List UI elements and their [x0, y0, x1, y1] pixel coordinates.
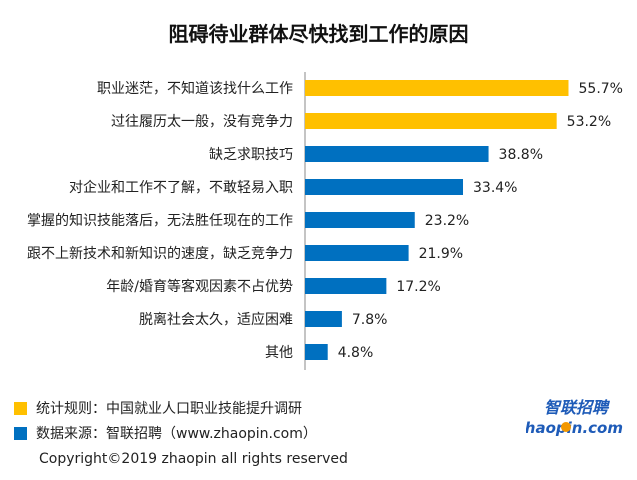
category-label-1: 过往履历太一般，没有竞争力 — [111, 113, 293, 130]
category-label-0: 职业迷茫，不知道该找什么工作 — [97, 80, 293, 97]
value-label-7: 7.8% — [352, 312, 388, 328]
value-label-0: 55.7% — [579, 81, 623, 97]
logo-cn-text: 智联招聘 — [544, 398, 611, 417]
bar-8 — [305, 344, 328, 360]
legend-swatch-blue — [14, 426, 27, 440]
category-label-3: 对企业和工作不了解，不敢轻易入职 — [69, 179, 293, 196]
category-label-7: 脱离社会太久，适应困难 — [139, 311, 293, 328]
bar-4 — [305, 212, 415, 228]
bar-0 — [305, 80, 569, 96]
legend-label-source: 数据来源：智联招聘（www.zhaopin.com） — [36, 426, 317, 442]
category-label-2: 缺乏求职技巧 — [209, 147, 293, 163]
logo-en-text: zhaopin.com — [526, 419, 623, 437]
bar-chart: 职业迷茫，不知道该找什么工作 55.7% 过往履历太一般，没有竞争力 53.2% 缺乏求… — [27, 72, 623, 370]
legend-label-rule: 统计规则：中国就业人口职业技能提升调研 — [36, 401, 302, 417]
value-label-5: 21.9% — [419, 246, 463, 262]
category-label-8: 其他 — [265, 345, 293, 361]
category-label-5: 跟不上新技术和新知识的速度，缺乏竞争力 — [27, 245, 293, 262]
value-label-4: 23.2% — [425, 213, 469, 229]
bar-1 — [305, 113, 557, 129]
category-label-6: 年龄/婚育等客观因素不占优势 — [106, 278, 293, 295]
category-label-4: 掌握的知识技能落后，无法胜任现在的工作 — [27, 212, 293, 229]
bar-5 — [305, 245, 409, 261]
value-label-8: 4.8% — [338, 345, 374, 361]
value-label-6: 17.2% — [396, 279, 440, 295]
chart-title: 阻碍待业群体尽快找到工作的原因 — [168, 22, 469, 46]
legend-swatch-yellow — [14, 401, 27, 415]
copyright-text: Copyright©2019 zhaopin all rights reserv… — [39, 451, 348, 467]
zhaopin-logo: 智联招聘 zhaopin.com — [526, 398, 623, 437]
legend-item-source: 数据来源：智联招聘（www.zhaopin.com） — [14, 423, 317, 443]
bar-6 — [305, 278, 387, 294]
legend-item-rule: 统计规则：中国就业人口职业技能提升调研 — [14, 398, 302, 418]
logo-dot-icon — [561, 422, 571, 432]
value-label-3: 33.4% — [473, 180, 517, 196]
bar-3 — [305, 179, 464, 195]
bars-group: 职业迷茫，不知道该找什么工作 55.7% 过往履历太一般，没有竞争力 53.2% 缺乏求… — [27, 80, 623, 361]
bar-2 — [305, 146, 489, 162]
value-label-1: 53.2% — [567, 114, 611, 130]
bar-7 — [305, 311, 342, 327]
value-label-2: 38.8% — [499, 147, 543, 163]
